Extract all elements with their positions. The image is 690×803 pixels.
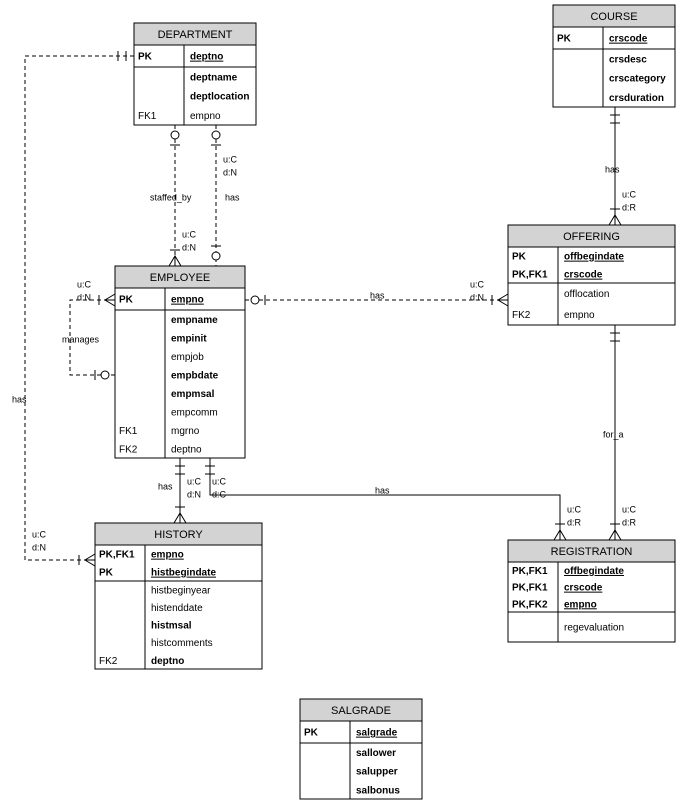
svg-text:PK: PK [557,34,572,45]
svg-text:PK,FK1: PK,FK1 [512,583,548,594]
svg-text:manages: manages [62,334,100,344]
svg-text:salbonus: salbonus [356,785,400,796]
entity-history: HISTORY PK,FK1 empno PK histbegindate histbeg… [95,523,262,669]
entity-department: DEPARTMENT PK deptno deptname deptlocation FK… [134,23,256,125]
svg-text:histcomments: histcomments [151,638,213,649]
svg-text:d:N: d:N [223,167,237,177]
svg-text:u:C: u:C [223,154,238,164]
svg-text:PK: PK [99,568,114,579]
svg-text:empno: empno [564,310,595,321]
svg-text:u:C: u:C [212,476,227,486]
svg-text:empjob: empjob [171,352,204,363]
svg-text:has: has [12,394,27,404]
svg-text:FK1: FK1 [119,426,138,437]
svg-text:for_a: for_a [603,429,624,439]
svg-text:EMPLOYEE: EMPLOYEE [150,272,211,284]
svg-text:PK: PK [512,252,527,263]
svg-text:d:N: d:N [470,292,484,302]
svg-text:PK: PK [138,52,153,63]
svg-text:offlocation: offlocation [564,289,609,300]
svg-text:offbegindate: offbegindate [564,566,624,577]
svg-text:mgrno: mgrno [171,426,200,437]
svg-text:OFFERING: OFFERING [563,231,620,243]
svg-text:FK2: FK2 [119,444,138,455]
svg-text:has: has [225,192,240,202]
svg-text:u:C: u:C [77,279,92,289]
svg-text:u:C: u:C [622,504,637,514]
svg-text:FK2: FK2 [512,310,531,321]
svg-text:crscode: crscode [564,583,603,594]
svg-text:PK: PK [119,295,134,306]
svg-text:d:N: d:N [32,542,46,552]
svg-text:HISTORY: HISTORY [154,529,203,541]
svg-text:d:R: d:R [622,202,637,212]
svg-text:empmsal: empmsal [171,389,215,400]
svg-text:salupper: salupper [356,767,398,778]
svg-text:histmsal: histmsal [151,621,192,632]
svg-text:empcomm: empcomm [171,407,218,418]
entity-offering: OFFERING PK offbegindate PK,FK1 crscode offlo… [508,225,675,325]
svg-text:empbdate: empbdate [171,370,219,381]
svg-text:has: has [158,481,173,491]
svg-text:u:C: u:C [32,529,47,539]
svg-text:crscode: crscode [564,270,603,281]
er-diagram: staffed_by u:C d:N has u:C d:N manages u:C d:N ha… [0,0,690,803]
svg-text:has: has [370,290,385,300]
svg-text:histenddate: histenddate [151,603,203,614]
svg-text:FK2: FK2 [99,656,118,667]
svg-text:deptno: deptno [171,444,202,455]
svg-text:sallower: sallower [356,748,396,759]
svg-text:crscategory: crscategory [609,74,666,85]
svg-text:empno: empno [151,550,184,561]
entity-registration: REGISTRATIONPK,FK1offbegindatePK,FK1crsc… [508,540,675,642]
svg-text:d:N: d:N [77,292,91,302]
svg-text:PK,FK1: PK,FK1 [512,270,548,281]
svg-text:SALGRADE: SALGRADE [331,705,391,717]
svg-text:empno: empno [564,599,597,610]
svg-text:u:C: u:C [187,476,202,486]
svg-text:DEPARTMENT: DEPARTMENT [158,29,233,41]
entity-employee: EMPLOYEE PK empno empname empinit empjob empbd… [115,266,245,458]
svg-text:REGISTRATION: REGISTRATION [551,546,633,558]
svg-text:deptno: deptno [151,656,184,667]
svg-text:empinit: empinit [171,333,207,344]
svg-text:u:C: u:C [622,189,637,199]
svg-text:empname: empname [171,315,218,326]
svg-text:PK,FK1: PK,FK1 [99,550,135,561]
svg-text:empno: empno [171,295,204,306]
svg-text:deptno: deptno [190,52,223,63]
svg-text:PK: PK [304,728,319,739]
svg-text:deptlocation: deptlocation [190,92,249,103]
entity-course: COURSE PK crscode crsdesc crscategory crsdura… [553,5,675,107]
svg-text:salgrade: salgrade [356,728,398,739]
entity-salgrade: SALGRADE PK salgrade sallower salupper salbon… [300,699,422,799]
svg-text:u:C: u:C [567,504,582,514]
svg-text:FK1: FK1 [138,111,157,122]
svg-text:crsdesc: crsdesc [609,54,647,65]
svg-text:regevaluation: regevaluation [564,623,624,634]
svg-text:staffed_by: staffed_by [150,192,192,202]
svg-text:crsduration: crsduration [609,93,664,104]
svg-text:u:C: u:C [470,279,485,289]
svg-text:histbeginyear: histbeginyear [151,585,211,596]
svg-text:COURSE: COURSE [590,11,637,23]
svg-text:d:R: d:R [622,517,637,527]
svg-text:d:R: d:R [567,517,582,527]
svg-text:has: has [375,485,390,495]
svg-text:crscode: crscode [609,34,648,45]
svg-text:PK,FK2: PK,FK2 [512,599,548,610]
svg-text:PK,FK1: PK,FK1 [512,566,548,577]
svg-text:deptname: deptname [190,72,238,83]
svg-text:offbegindate: offbegindate [564,252,624,263]
svg-text:u:C: u:C [182,229,197,239]
svg-text:has: has [605,164,620,174]
svg-text:histbegindate: histbegindate [151,568,216,579]
svg-text:empno: empno [190,111,221,122]
svg-text:d:N: d:N [187,489,201,499]
svg-text:d:C: d:C [212,489,227,499]
svg-text:d:N: d:N [182,242,196,252]
